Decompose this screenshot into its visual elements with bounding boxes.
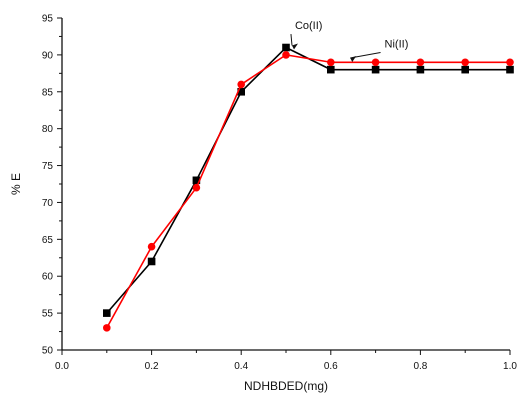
y-tick-label: 90: [42, 50, 54, 61]
data-point: [192, 176, 201, 185]
data-point: [237, 87, 245, 96]
y-tick-label: 75: [42, 161, 54, 172]
y-tick-label: 60: [42, 272, 54, 283]
y-axis-label: % E: [9, 173, 23, 195]
data-point: [506, 65, 514, 74]
y-tick-label: 50: [42, 346, 54, 357]
data-point: [461, 58, 470, 67]
annotation-text-0: Co(II): [295, 20, 323, 32]
x-tick-label: 1.0: [503, 361, 517, 372]
y-tick-label: 95: [42, 14, 54, 25]
annotation-layer: Co(II) Ni(II): [290, 20, 409, 63]
data-point: [147, 257, 156, 266]
data-point: [327, 65, 335, 74]
data-point: [103, 309, 111, 317]
data-point: [461, 65, 469, 74]
y-tick-label: 70: [42, 198, 54, 209]
data-point: [282, 43, 290, 52]
annotation-pointer-0: [290, 34, 293, 46]
x-tick-label: 0.4: [234, 361, 248, 372]
y-tick-label: 85: [42, 87, 54, 98]
x-tick-label: 0.0: [55, 361, 69, 372]
data-point: [327, 58, 335, 67]
y-tick-label: 55: [42, 309, 54, 320]
y-tick-label: 65: [42, 235, 54, 246]
annotation-text-1: Ni(II): [385, 39, 409, 51]
data-point: [371, 58, 380, 67]
data-point: [237, 80, 245, 89]
data-point: [416, 58, 425, 67]
data-point: [416, 65, 425, 74]
x-tick-label: 0.6: [324, 361, 338, 372]
y-tick-label: 80: [42, 124, 54, 135]
data-point: [371, 65, 380, 74]
x-axis-label: NDHBDED(mg): [244, 379, 328, 393]
series-line-1: [106, 54, 510, 329]
series-line-0: [106, 46, 510, 314]
data-point: [506, 58, 514, 67]
x-tick-label: 0.8: [413, 361, 427, 372]
data-point: [147, 242, 156, 251]
series-layer: [103, 43, 514, 332]
annotation-arrowhead-0: [292, 43, 298, 50]
annotation-arrowhead-1: [350, 56, 357, 63]
data-point: [192, 183, 201, 192]
data-point: [103, 324, 111, 332]
x-tick-label: 0.2: [145, 361, 159, 372]
data-point: [282, 51, 290, 59]
axis-layer: 0.0 0.2 0.4 0.6 0.8 1.0 50 55 60 65 70 75 80 85 90 95: [42, 14, 517, 373]
